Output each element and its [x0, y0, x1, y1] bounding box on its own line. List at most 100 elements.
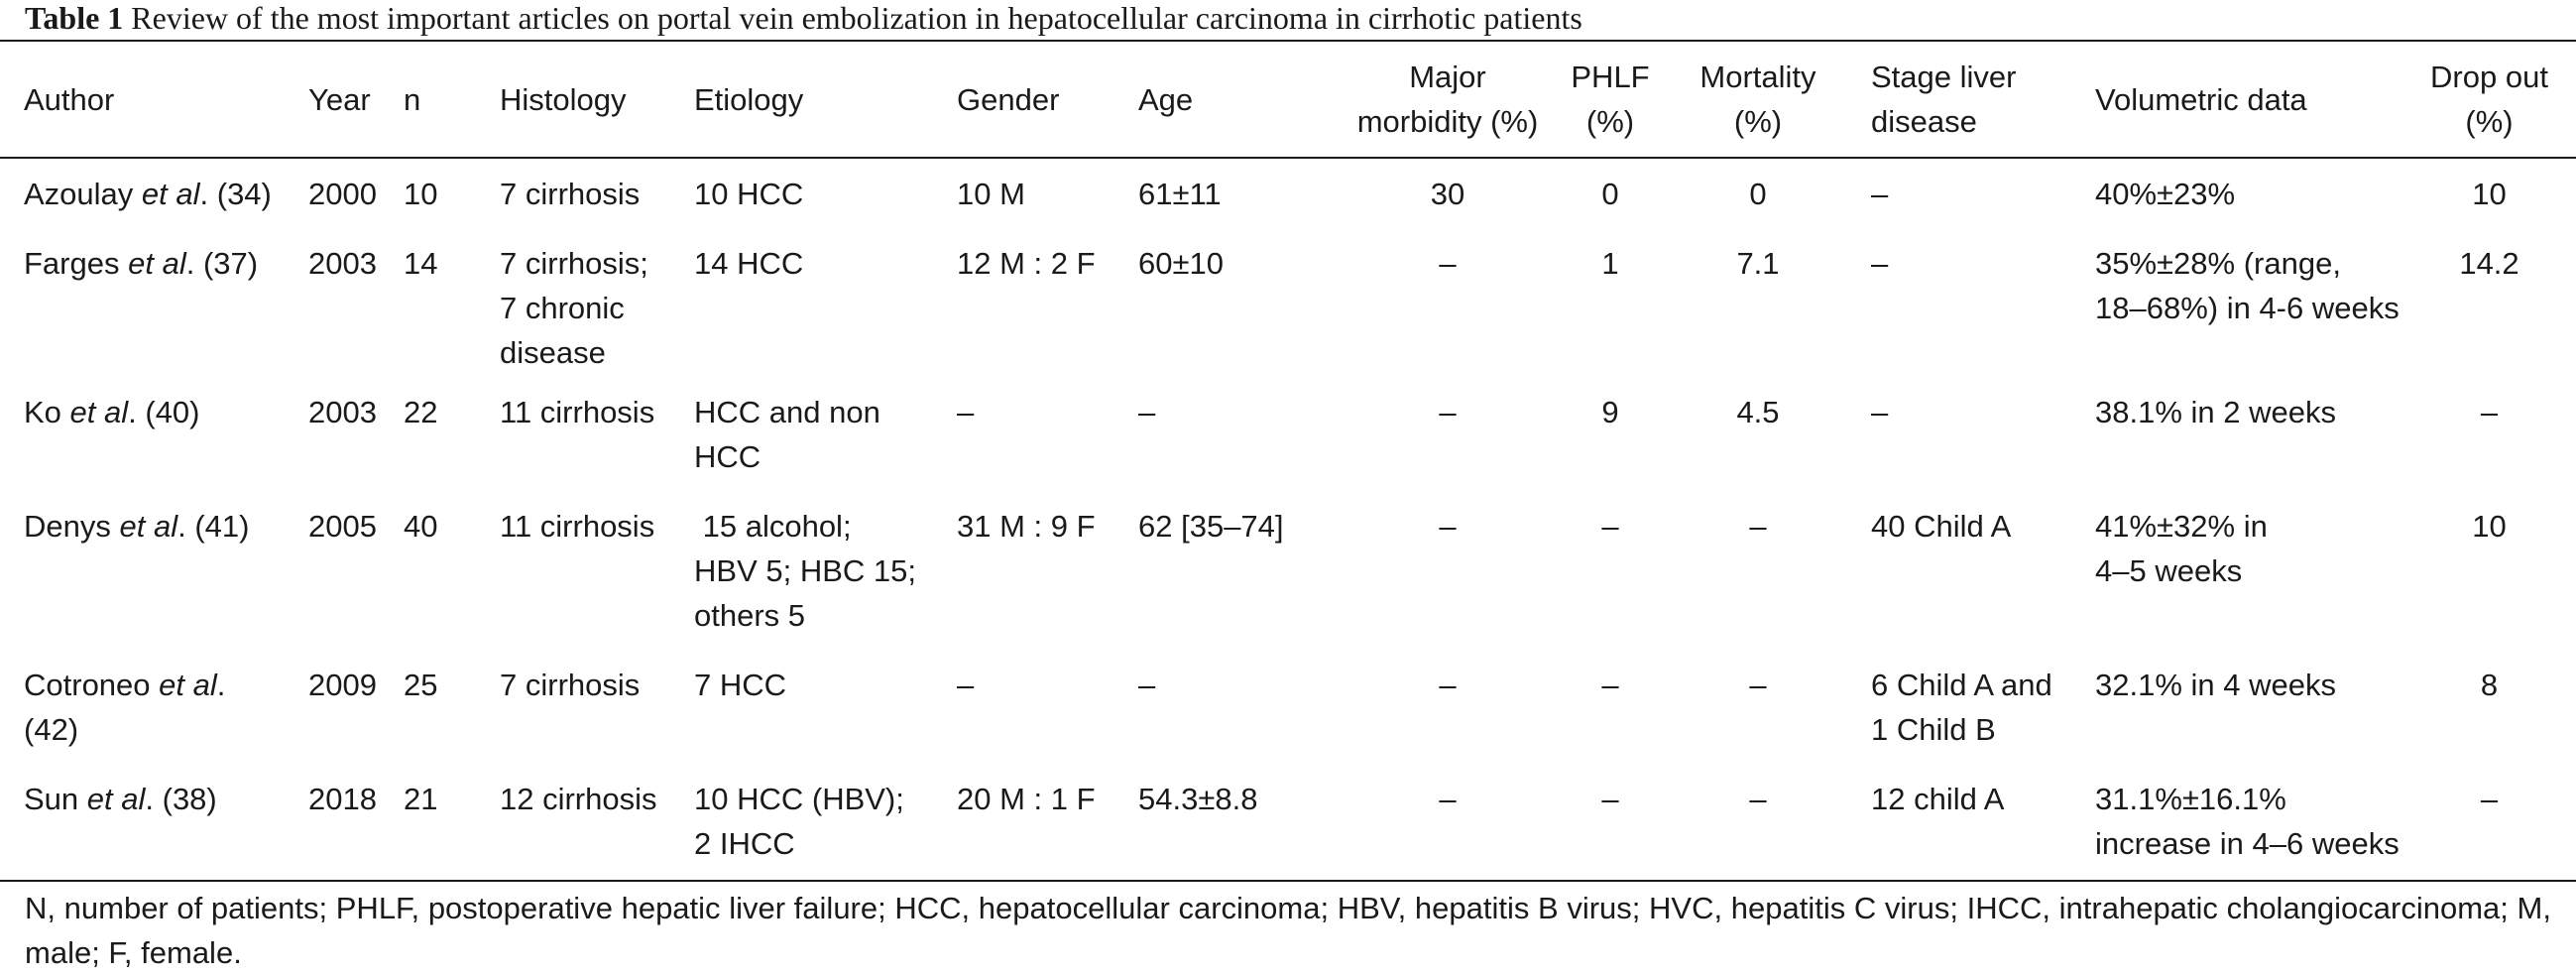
- cell-morbidity: 30: [1430, 177, 1465, 211]
- cell-dropout: 10: [2472, 509, 2507, 544]
- cell-age: 54.3±8.8: [1138, 782, 1258, 816]
- cell-volumetric: 35%±28% (range, 18–68%) in 4-6 weeks: [2095, 246, 2400, 325]
- table-row: Azoulay et al. (34) 2000 10 7 cirrhosis …: [0, 157, 2576, 226]
- cell-gender: 20 M : 1 F: [957, 782, 1096, 816]
- cell-n: 25: [404, 668, 438, 702]
- cell-year: 2003: [308, 395, 377, 429]
- table-caption: Table 1 Review of the most important art…: [25, 0, 1582, 40]
- col-year: Year: [308, 81, 371, 117]
- cell-gender: 12 M : 2 F: [957, 246, 1096, 281]
- cell-volumetric: 31.1%±16.1% increase in 4–6 weeks: [2095, 782, 2400, 861]
- cell-etiology: 10 HCC (HBV); 2 IHCC: [694, 782, 904, 861]
- cell-year: 2000: [308, 177, 377, 211]
- col-author: Author: [24, 81, 115, 117]
- cell-etiology: 7 HCC: [694, 668, 787, 702]
- col-age: Age: [1138, 81, 1194, 117]
- cell-age: –: [1138, 668, 1156, 702]
- cell-n: 10: [404, 177, 438, 211]
- col-histology: Histology: [500, 81, 627, 117]
- cell-age: 62 [35–74]: [1138, 509, 1284, 544]
- cell-author: Azoulay et al. (34): [24, 177, 272, 211]
- cell-phlf: –: [1601, 782, 1619, 816]
- cell-mortality: 7.1: [1736, 246, 1780, 281]
- cell-stage: –: [1871, 395, 1889, 429]
- cell-stage: –: [1871, 177, 1889, 211]
- cell-dropout: 8: [2480, 668, 2499, 702]
- cell-gender: 10 M: [957, 177, 1025, 211]
- table-footnote: N, number of patients; PHLF, postoperati…: [25, 891, 2551, 970]
- table-row: Ko et al. (40) 2003 22 11 cirrhosis HCC …: [0, 375, 2576, 489]
- cell-author: Denys et al. (41): [24, 509, 250, 544]
- cell-stage: –: [1871, 246, 1889, 281]
- table-row: Farges et al. (37) 2003 14 7 cirrhosis; 7…: [0, 226, 2576, 375]
- cell-gender: 31 M : 9 F: [957, 509, 1096, 544]
- cell-histology: 11 cirrhosis: [500, 509, 655, 544]
- col-etiology: Etiology: [694, 81, 804, 117]
- cell-year: 2018: [308, 782, 377, 816]
- cell-age: –: [1138, 395, 1156, 429]
- col-n: n: [404, 81, 421, 117]
- cell-author: Ko et al. (40): [24, 395, 200, 429]
- bottom-rule: [0, 880, 2576, 882]
- cell-mortality: –: [1749, 782, 1767, 816]
- cell-gender: –: [957, 395, 975, 429]
- cell-etiology: HCC and non HCC: [694, 395, 880, 474]
- cell-histology: 12 cirrhosis: [500, 782, 657, 816]
- cell-author: Sun et al. (38): [24, 782, 217, 816]
- cell-morbidity: –: [1439, 246, 1457, 281]
- cell-histology: 11 cirrhosis: [500, 395, 655, 429]
- cell-year: 2009: [308, 668, 377, 702]
- cell-mortality: 0: [1749, 177, 1767, 211]
- cell-phlf: –: [1601, 509, 1619, 544]
- cell-volumetric: 38.1% in 2 weeks: [2095, 395, 2336, 429]
- col-stage: Stage liver disease: [1871, 60, 2017, 139]
- cell-dropout: –: [2480, 782, 2499, 816]
- col-volumetric: Volumetric data: [2095, 81, 2307, 117]
- cell-mortality: 4.5: [1736, 395, 1780, 429]
- cell-author: Cotroneo et al. (42): [24, 668, 226, 747]
- cell-n: 40: [404, 509, 438, 544]
- cell-n: 14: [404, 246, 438, 281]
- col-dropout: Drop out (%): [2430, 60, 2548, 139]
- cell-phlf: 1: [1601, 246, 1619, 281]
- cell-volumetric: 41%±32% in 4–5 weeks: [2095, 509, 2268, 588]
- header-row: Author Year n Histology Etiology Gender …: [0, 42, 2576, 157]
- cell-gender: –: [957, 668, 975, 702]
- cell-volumetric: 40%±23%: [2095, 177, 2236, 211]
- cell-dropout: –: [2480, 395, 2499, 429]
- cell-etiology: 10 HCC: [694, 177, 804, 211]
- cell-histology: 7 cirrhosis: [500, 177, 641, 211]
- col-morbidity: Major morbidity (%): [1356, 60, 1539, 139]
- table-label: Table 1: [25, 0, 124, 36]
- cell-morbidity: –: [1439, 782, 1457, 816]
- table-row: Cotroneo et al. (42) 2009 25 7 cirrhosis …: [0, 648, 2576, 762]
- top-rule: [0, 40, 2576, 42]
- cell-histology: 7 cirrhosis: [500, 668, 641, 702]
- col-gender: Gender: [957, 81, 1060, 117]
- cell-age: 61±11: [1138, 177, 1222, 211]
- cell-volumetric: 32.1% in 4 weeks: [2095, 668, 2336, 702]
- cell-morbidity: –: [1439, 395, 1457, 429]
- cell-etiology: 15 alcohol; HBV 5; HBC 15; others 5: [694, 509, 916, 633]
- cell-n: 21: [404, 782, 438, 816]
- cell-mortality: –: [1749, 668, 1767, 702]
- cell-morbidity: –: [1439, 509, 1457, 544]
- cell-stage: 40 Child A: [1871, 509, 2012, 544]
- cell-stage: 12 child A: [1871, 782, 2005, 816]
- cell-age: 60±10: [1138, 246, 1224, 281]
- cell-mortality: –: [1749, 509, 1767, 544]
- cell-phlf: 0: [1601, 177, 1619, 211]
- col-phlf: PHLF (%): [1571, 60, 1650, 139]
- col-mortality: Mortality (%): [1699, 60, 1816, 139]
- review-table: Author Year n Histology Etiology Gender …: [0, 42, 2576, 881]
- cell-stage: 6 Child A and 1 Child B: [1871, 668, 2052, 747]
- cell-n: 22: [404, 395, 438, 429]
- cell-year: 2005: [308, 509, 377, 544]
- table-title: Review of the most important articles on…: [131, 0, 1582, 36]
- cell-dropout: 10: [2472, 177, 2507, 211]
- table-row: Sun et al. (38) 2018 21 12 cirrhosis 10 …: [0, 762, 2576, 881]
- header-rule: [0, 157, 2576, 159]
- cell-dropout: 14.2: [2459, 246, 2519, 281]
- cell-year: 2003: [308, 246, 377, 281]
- cell-morbidity: –: [1439, 668, 1457, 702]
